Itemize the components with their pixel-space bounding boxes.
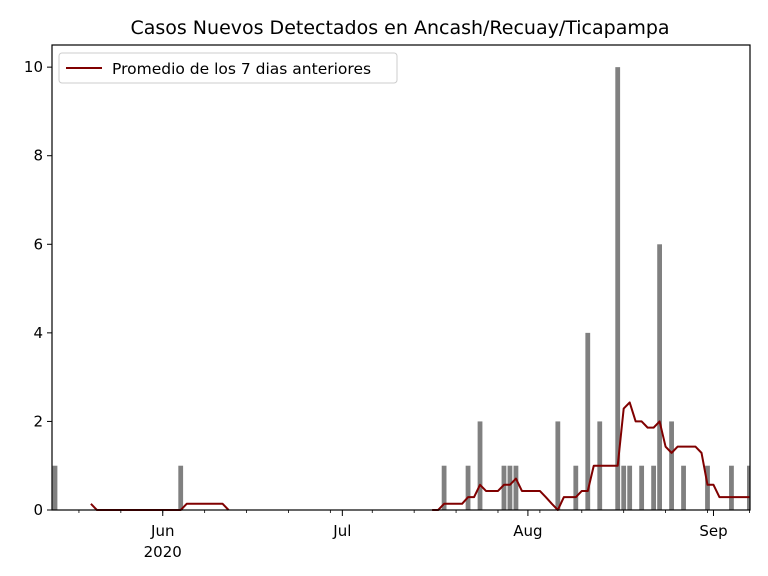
plot-frame <box>51 44 751 511</box>
bar-2020-09-04 <box>729 465 734 510</box>
legend: Promedio de los 7 dias anteriores <box>58 52 398 84</box>
bar-2020-08-25 <box>669 421 674 510</box>
bar-2020-08-06 <box>555 421 561 510</box>
axes-layer: 0 2 4 6 8 10 Jun 2020 Jul Aug Sep <box>24 44 751 561</box>
bar-2020-08-11 <box>585 332 591 510</box>
x-tick-label-Jul: Jul <box>332 522 351 540</box>
bar-2020-08-22 <box>651 465 657 510</box>
y-tick-label-6: 6 <box>33 235 43 253</box>
bar-2020-08-16 <box>615 67 621 511</box>
bar-2020-08-09 <box>573 465 579 510</box>
bar-2020-08-17 <box>621 465 627 510</box>
y-tick-label-8: 8 <box>33 147 43 165</box>
bar-2020-05-14 <box>52 465 58 510</box>
bar-2020-08-18 <box>627 465 633 510</box>
bar-2020-09-07 <box>747 465 750 510</box>
x-tick-sublabel: 2020 <box>144 543 182 561</box>
bar-2020-07-18 <box>441 465 447 510</box>
bars-layer <box>52 67 750 511</box>
bar-2020-08-31 <box>705 465 710 510</box>
bar-2020-07-28 <box>501 465 507 510</box>
bar-2020-07-29 <box>507 465 513 510</box>
y-tick-label-2: 2 <box>33 412 43 430</box>
x-tick-label-Aug: Aug <box>513 522 542 540</box>
bar-2020-07-22 <box>465 465 471 510</box>
legend-label: Promedio de los 7 dias anteriores <box>112 60 371 78</box>
bar-2020-06-04 <box>178 465 184 510</box>
y-tick-label-0: 0 <box>33 501 43 519</box>
x-tick-label-Jun: Jun <box>150 522 174 540</box>
bar-2020-08-27 <box>681 465 686 510</box>
legend-box <box>58 52 398 84</box>
x-tick-label-Sep: Sep <box>699 522 727 540</box>
bar-2020-07-30 <box>513 465 519 510</box>
y-tick-label-4: 4 <box>33 324 43 342</box>
chart-title: Casos Nuevos Detectados en Ancash/Recuay… <box>130 17 669 39</box>
bar-2020-07-24 <box>477 421 483 510</box>
bar-2020-08-23 <box>657 244 663 511</box>
y-tick-label-10: 10 <box>24 58 43 76</box>
bar-2020-08-20 <box>639 465 645 510</box>
